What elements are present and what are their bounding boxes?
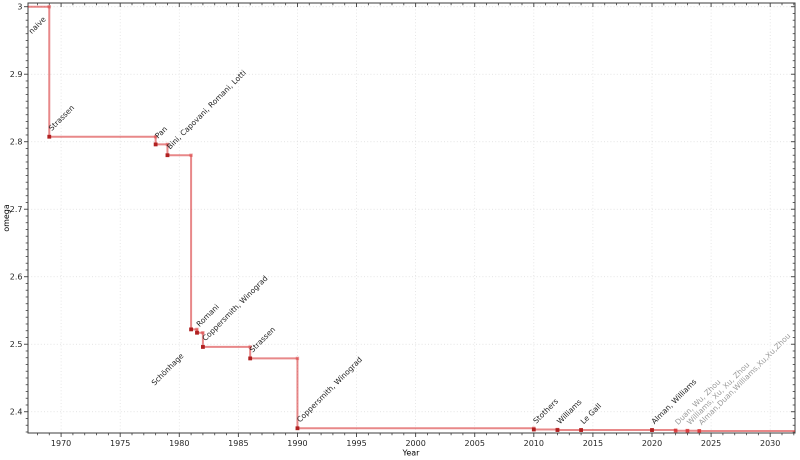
step-vertex-marker [295,356,300,361]
data-point-marker [201,345,205,349]
data-point-label: Bini, Capovani, Romani, Lotti [165,68,248,151]
step-vertex-marker [153,135,158,139]
step-vertex-marker [673,428,678,432]
y-tick-label: 2.9 [10,70,23,79]
y-tick-label: 2.6 [10,273,23,282]
data-point-label: Williams, Xu, Xu, Zhou [685,360,751,426]
data-point-marker [295,426,300,431]
x-tick-label: 2005 [465,439,485,448]
step-vertex-marker [248,345,252,349]
step-vertex-marker [685,429,690,433]
x-tick-label: 2030 [760,439,780,448]
data-point-marker [153,142,158,147]
data-point-label: Le Gall [579,401,603,425]
x-tick-label: 2015 [583,439,603,448]
data-point-label: Coppersmith, Winograd [295,355,364,424]
x-tick-label: 2010 [524,439,544,448]
y-tick-label: 2.8 [10,138,23,147]
data-point-marker [47,134,52,139]
step-vertex-marker [685,429,690,433]
x-tick-label: 1990 [287,439,307,448]
step-line [28,5,795,432]
data-point-marker [195,330,199,335]
data-point-marker-provisional [685,428,690,433]
data-point-marker [531,427,536,432]
step-vertex-marker [697,429,701,433]
y-tick-label: 2.4 [10,408,23,417]
data-point-marker [579,428,583,432]
step-vertex-marker [697,429,701,433]
x-tick-label: 2000 [405,439,425,448]
x-tick-label: 1980 [169,439,189,448]
x-axis-label: Year [402,449,421,458]
step-vertex-marker [189,153,193,157]
step-vertex-marker [201,331,205,335]
data-point-marker [189,327,193,332]
y-axis-label: omega [2,204,11,232]
y-tick-label: 2.5 [10,340,23,349]
x-tick-label: 2025 [701,439,721,448]
data-point-marker [555,428,560,432]
x-tick-label: 1970 [51,439,71,448]
data-point-marker [165,153,170,158]
x-tick-label: 1995 [346,439,366,448]
y-tick-label: 2.7 [10,205,23,214]
plot-border [27,2,796,434]
data-point-marker [248,356,253,361]
x-tick-label: 1975 [110,439,130,448]
step-vertex-marker [47,5,51,9]
data-point-marker-provisional [673,428,678,433]
y-tick-label: 3 [17,3,22,12]
data-point-label: naive [27,15,48,36]
x-tick-label: 1985 [228,439,248,448]
step-vertex-marker [165,142,170,147]
data-point-label: Schönhage [150,351,186,387]
data-point-marker [650,428,654,432]
step-vertex-marker [673,429,678,433]
data-point-marker-provisional [697,429,702,433]
x-tick-label: 2020 [642,439,662,448]
data-point-label: Strassen [248,325,278,355]
step-vertex-marker [195,327,199,332]
data-point-label: Strassen [47,103,77,133]
